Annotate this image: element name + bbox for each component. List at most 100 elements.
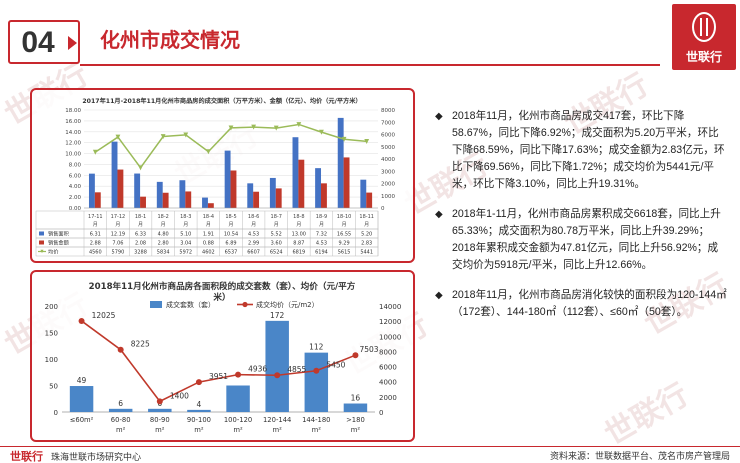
x-tick-label: m² bbox=[233, 426, 243, 434]
brand-emblem-icon bbox=[692, 12, 716, 42]
table-cell: 6194 bbox=[315, 250, 328, 256]
price-marker bbox=[228, 125, 234, 131]
x-tick-label: 月 bbox=[183, 222, 188, 228]
x-tick-label: 18-8 bbox=[293, 214, 304, 220]
table-cell: 7.06 bbox=[112, 241, 123, 247]
units-data-label: 49 bbox=[77, 376, 87, 385]
price-marker bbox=[341, 136, 347, 142]
section-number: 04 bbox=[21, 26, 55, 59]
summary-list: ◆ 2018年11月，化州市商品房成交417套，环比下降58.67%，同比下降6.… bbox=[432, 108, 728, 334]
y-left-tick-label: 14.00 bbox=[65, 130, 81, 136]
amount-bar bbox=[366, 192, 373, 208]
price-marker bbox=[273, 125, 279, 131]
amount-bar bbox=[140, 196, 146, 208]
table-cell: 6537 bbox=[225, 250, 238, 256]
y-left-tick-label: 100 bbox=[45, 356, 58, 364]
table-cell: 8.87 bbox=[293, 241, 304, 247]
price-data-label: 4855 bbox=[287, 365, 306, 374]
y-right-tick-label: 7000 bbox=[381, 120, 395, 126]
x-tick-label: 100-120 bbox=[224, 416, 252, 424]
area-bar bbox=[179, 180, 186, 208]
price-marker bbox=[296, 122, 302, 128]
y-right-tick-label: 0 bbox=[379, 409, 383, 417]
price-line bbox=[94, 123, 367, 169]
units-bar bbox=[148, 408, 172, 412]
units-bar bbox=[187, 409, 211, 412]
table-cell: 10.54 bbox=[224, 232, 238, 238]
size-segment-chart: 2018年11月化州市商品房各面积段的成交套数（套）、均价（元/平方米） 0 50 1… bbox=[45, 280, 402, 434]
x-tick-label: 月 bbox=[342, 222, 347, 228]
x-tick-label: m² bbox=[155, 426, 165, 434]
units-bar bbox=[226, 385, 250, 412]
price-data-label: 5450 bbox=[326, 361, 345, 370]
price-line bbox=[81, 320, 356, 403]
amount-bar bbox=[230, 170, 237, 208]
table-cell: 5.20 bbox=[361, 232, 372, 238]
price-marker bbox=[251, 124, 257, 130]
table-cell: 2.83 bbox=[361, 241, 372, 247]
price-data-label: 3951 bbox=[209, 372, 228, 381]
price-data-label: 12025 bbox=[92, 311, 116, 320]
area-bar bbox=[224, 150, 231, 208]
y-left-tick-label: 0.00 bbox=[69, 206, 82, 212]
area-bar bbox=[156, 181, 163, 208]
area-bar bbox=[247, 183, 254, 208]
table-cell: 5790 bbox=[112, 250, 125, 256]
y-right-tick-label: 1000 bbox=[381, 194, 395, 200]
y-right-tick-label: 0 bbox=[381, 206, 385, 212]
table-cell: 4.53 bbox=[248, 232, 259, 238]
price-marker bbox=[352, 352, 359, 359]
units-data-label: 172 bbox=[270, 311, 285, 320]
units-bar bbox=[69, 386, 94, 412]
header-divider bbox=[80, 64, 660, 66]
table-cell: 4.80 bbox=[158, 232, 169, 238]
y-left-tick-label: 12.00 bbox=[65, 141, 81, 147]
play-arrow-icon bbox=[68, 36, 77, 50]
amount-bar bbox=[117, 169, 124, 208]
table-cell: 5.10 bbox=[180, 232, 191, 238]
table-cell: 2.88 bbox=[90, 241, 101, 247]
table-cell: 3.04 bbox=[180, 241, 191, 247]
x-tick-label: m² bbox=[116, 426, 126, 434]
x-tick-label: 18-3 bbox=[180, 214, 191, 220]
y-right-tick-label: 5000 bbox=[381, 145, 395, 151]
table-cell: 6524 bbox=[270, 250, 283, 256]
legend-marker bbox=[40, 249, 44, 254]
x-tick-label: 18-6 bbox=[248, 214, 259, 220]
y-right-tick-label: 2000 bbox=[379, 394, 397, 402]
table-cell: 2.80 bbox=[158, 241, 169, 247]
price-marker bbox=[364, 138, 370, 144]
y-right-tick-label: 8000 bbox=[379, 348, 397, 356]
legend-label: 销售面积 bbox=[48, 230, 69, 238]
price-marker bbox=[274, 372, 281, 379]
x-tick-label: 月 bbox=[138, 222, 143, 228]
legend-label: 成交套数（套） bbox=[166, 300, 215, 309]
amount-bar bbox=[207, 203, 214, 208]
footer-left: 世联行 珠海世联市场研究中心 bbox=[10, 448, 141, 463]
y-left-tick-label: 16.00 bbox=[65, 119, 81, 125]
units-bar bbox=[265, 320, 289, 412]
table-cell: 4.53 bbox=[316, 241, 327, 247]
chart-title: 2018年11月化州市商品房各面积段的成交套数（套）、均价（元/平方 bbox=[89, 280, 356, 292]
y-right-tick-label: 14000 bbox=[379, 303, 401, 311]
units-bar bbox=[343, 403, 368, 412]
legend-swatch bbox=[39, 240, 44, 245]
units-data-label: 4 bbox=[197, 400, 202, 409]
price-marker bbox=[156, 398, 163, 405]
footer-divider bbox=[0, 446, 740, 447]
y-left-tick-label: 4.00 bbox=[69, 184, 82, 190]
x-tick-label: 月 bbox=[115, 222, 120, 228]
y-right-tick-label: 3000 bbox=[381, 169, 395, 175]
legend-swatch bbox=[150, 301, 162, 308]
x-tick-label: m² bbox=[351, 426, 361, 434]
y-right-tick-label: 4000 bbox=[379, 379, 397, 387]
table-cell: 9.29 bbox=[339, 241, 350, 247]
monthly-chart: 2017年11月-2018年11月化州市商品房的成交面积（万平方米）、金额（亿元… bbox=[35, 97, 395, 257]
x-tick-label: 18-5 bbox=[225, 214, 236, 220]
y-left-tick-label: 2.00 bbox=[69, 195, 82, 201]
x-tick-label: 月 bbox=[161, 222, 166, 228]
amount-bar bbox=[321, 183, 327, 208]
y-left-tick-label: 8.00 bbox=[69, 162, 82, 168]
price-marker bbox=[160, 134, 166, 140]
x-tick-label: 月 bbox=[251, 222, 256, 228]
